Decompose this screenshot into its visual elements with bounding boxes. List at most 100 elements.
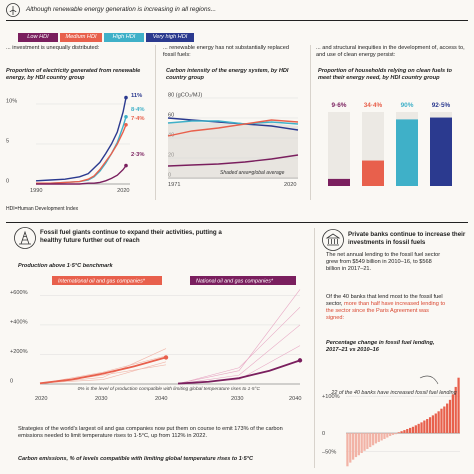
clean-fuels-chart: 9·6% 34·4% 90% 92·5% bbox=[328, 102, 452, 186]
production-above-benchmark-chart: 0 +200% +400% +600% International oil and ga… bbox=[10, 276, 303, 402]
bar bbox=[357, 433, 360, 456]
bar bbox=[437, 411, 440, 434]
hdi-footnote: HDI=Human Development Index bbox=[6, 206, 79, 212]
panel2-lead: ... renewable energy has not substantial… bbox=[163, 45, 289, 58]
bar bbox=[354, 433, 358, 458]
x-tick-label: 1971 bbox=[168, 182, 180, 188]
bar bbox=[417, 423, 420, 434]
section3-title: Private banks continue to increase their… bbox=[348, 231, 466, 246]
y-tick-label: +400% bbox=[10, 319, 28, 325]
section3-chart-title: Percentage change in fossil fuel lending… bbox=[326, 340, 435, 353]
section-rule-1 bbox=[6, 222, 468, 223]
bar bbox=[434, 413, 437, 434]
y-tick-label: 0 bbox=[6, 179, 9, 185]
annotation: 22 of the 40 banks have increased fossil… bbox=[330, 390, 456, 396]
series-label-pill bbox=[190, 276, 296, 285]
bar bbox=[352, 433, 355, 460]
series-end-label: 7·4% bbox=[131, 116, 145, 122]
company-line bbox=[39, 361, 167, 384]
bar bbox=[457, 377, 460, 434]
bar bbox=[454, 386, 457, 434]
company-line bbox=[177, 306, 301, 385]
bar bbox=[366, 433, 369, 449]
zero-note: 0% is the level of production compatible… bbox=[78, 386, 261, 392]
section3-p2-highlight: more than half have increased lending to… bbox=[326, 301, 446, 321]
panel-divider-1 bbox=[155, 45, 156, 200]
bar bbox=[397, 432, 400, 434]
series-end-point bbox=[124, 95, 128, 100]
renewable-share-chart: 0 5 10% 1990 2020 11% 8·4% 7·4% 2·3% bbox=[6, 93, 145, 194]
section3-p2: Of the 40 banks that lend most to the fo… bbox=[326, 294, 448, 322]
bar bbox=[386, 433, 389, 438]
y-tick-label: 60 bbox=[168, 113, 174, 119]
header-logo bbox=[6, 3, 20, 17]
bar bbox=[391, 433, 395, 435]
header-rule bbox=[6, 20, 468, 21]
x-tick-label: 2020 bbox=[117, 188, 129, 194]
panel1-title: Proportion of electricity generated from… bbox=[6, 68, 141, 81]
bar bbox=[371, 433, 375, 446]
series-line bbox=[167, 154, 299, 167]
bar bbox=[389, 433, 392, 437]
legend-very-high-hdi: Very high HDI bbox=[146, 33, 194, 42]
oil-rig-icon bbox=[14, 227, 36, 249]
y-tick-label: 5 bbox=[6, 139, 9, 145]
bar bbox=[377, 433, 380, 442]
shade-note: Shaded area=global average bbox=[220, 170, 285, 176]
y-tick-label: +600% bbox=[10, 290, 28, 296]
bar bbox=[403, 430, 406, 434]
x-tick-label: 2040 bbox=[155, 396, 167, 402]
bar-background bbox=[328, 112, 350, 186]
series-line bbox=[35, 97, 127, 182]
y-tick-label: +100% bbox=[322, 394, 340, 400]
series-line bbox=[36, 165, 127, 185]
section-divider bbox=[314, 228, 315, 468]
y-tick-label: 0 bbox=[10, 379, 13, 385]
fossil-lending-change-chart: +100% 0 –50% 22 of the 40 banks have increa… bbox=[322, 375, 460, 467]
x-tick-label: 2020 bbox=[35, 396, 47, 402]
series-end-label: 11% bbox=[131, 93, 142, 99]
annotation-arrow bbox=[419, 375, 439, 385]
bar bbox=[396, 119, 418, 186]
panel1-lead: ... investment is unequally distributed: bbox=[6, 45, 100, 51]
series-end-point bbox=[163, 355, 169, 360]
carbon-intensity-chart: 020406080 (gCO₂/MJ)Shaded area=global av… bbox=[167, 93, 299, 188]
series-label: National oil and gas companies* bbox=[196, 279, 274, 285]
y-tick-label: 0 bbox=[322, 431, 325, 437]
wind-turbine-icon bbox=[6, 3, 20, 17]
bar bbox=[360, 433, 363, 454]
bar bbox=[400, 431, 403, 434]
legend-low-hdi: Low HDI bbox=[18, 33, 58, 42]
panel-divider-2 bbox=[310, 45, 311, 200]
bar bbox=[328, 178, 350, 186]
bar bbox=[363, 433, 366, 451]
bar bbox=[426, 419, 429, 434]
bar-value-label: 92·5% bbox=[432, 102, 451, 109]
bar bbox=[446, 403, 449, 434]
series-line bbox=[167, 119, 299, 137]
bar-value-label: 90% bbox=[401, 102, 414, 109]
x-tick-label: 2030 bbox=[231, 396, 243, 402]
legend-high-hdi: High HDI bbox=[104, 33, 144, 42]
bar bbox=[349, 433, 352, 463]
bar bbox=[430, 117, 452, 186]
bar bbox=[380, 433, 383, 441]
section2-title: Fossil fuel giants continue to expand th… bbox=[40, 229, 222, 244]
x-tick-label: 1990 bbox=[30, 188, 42, 194]
panel3-title: Proportion of households relying on clea… bbox=[318, 68, 452, 81]
bar bbox=[411, 426, 415, 434]
series-line bbox=[36, 124, 127, 184]
series-end-label: 8·4% bbox=[131, 107, 145, 113]
series-line bbox=[177, 359, 301, 385]
company-line bbox=[39, 348, 167, 384]
bar bbox=[383, 433, 386, 439]
section2-subtitle: Production above 1·5°C benchmark bbox=[18, 263, 113, 269]
bar bbox=[440, 408, 443, 434]
series-label-pill bbox=[52, 276, 162, 285]
bar bbox=[394, 433, 397, 435]
bar-value-label: 9·6% bbox=[332, 102, 347, 109]
bar bbox=[451, 394, 454, 434]
bar bbox=[428, 417, 432, 434]
bar bbox=[369, 433, 372, 448]
section3-p1: The net annual lending to the fossil fue… bbox=[326, 252, 441, 272]
